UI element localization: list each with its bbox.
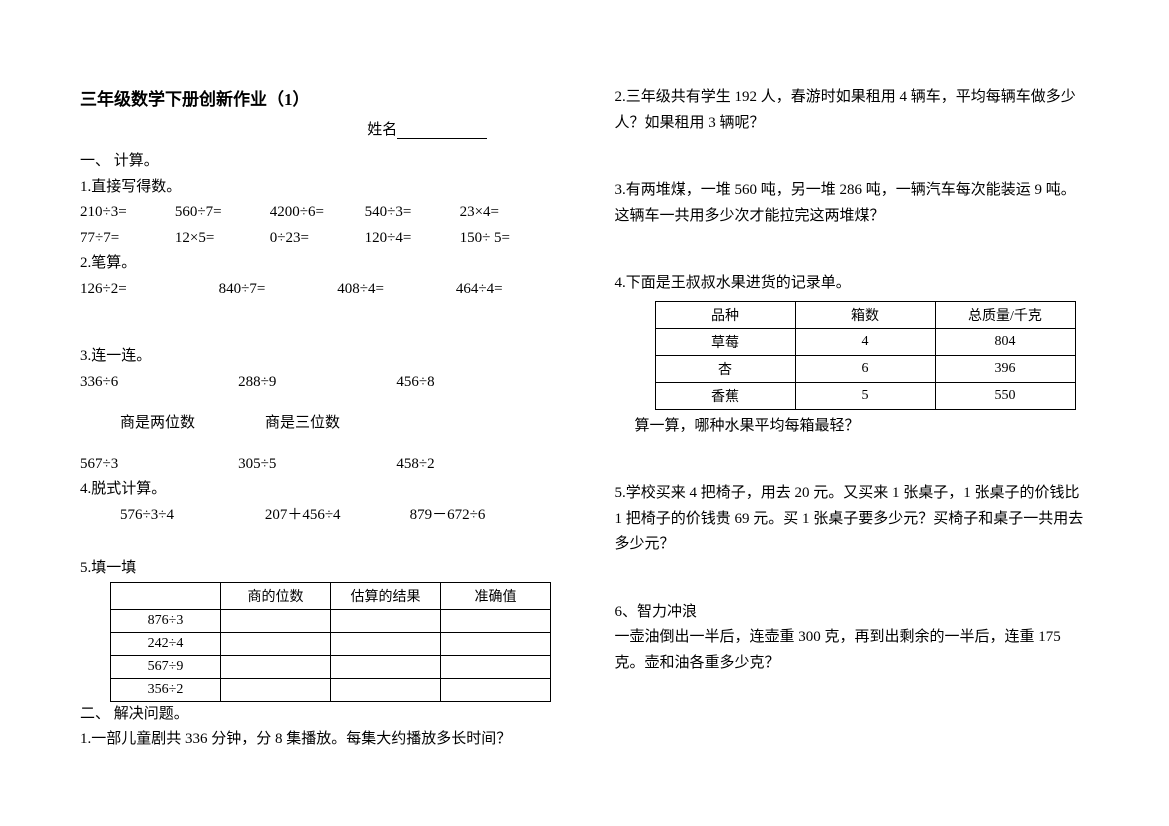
section1-5-title: 5.填一填 xyxy=(80,556,555,582)
name-label: 姓名 xyxy=(367,118,397,139)
question-5: 5.学校买来 4 把椅子，用去 20 元。又买来 1 张桌子，1 张桌子的价钱比… xyxy=(615,481,1090,558)
table-cell xyxy=(221,632,331,655)
table-cell: 5 xyxy=(795,382,935,409)
calc-item: 120÷4= xyxy=(365,226,460,252)
calc-item: 150÷ 5= xyxy=(460,226,555,252)
table-cell xyxy=(331,655,441,678)
table-row: 杏 6 396 xyxy=(655,355,1075,382)
worksheet-page: 三年级数学下册创新作业（1） 姓名 一、 计算。 1.直接写得数。 210÷3=… xyxy=(80,85,1089,753)
table-cell: 4 xyxy=(795,328,935,355)
section1-title: 一、 计算。 xyxy=(80,149,555,175)
table-cell: 草莓 xyxy=(655,328,795,355)
calc-item: 23×4= xyxy=(460,200,555,226)
worksheet-title: 三年级数学下册创新作业（1） xyxy=(80,85,555,110)
table-row: 356÷2 xyxy=(111,678,551,701)
connect-label: 商是三位数 xyxy=(265,409,340,438)
table-row: 242÷4 xyxy=(111,632,551,655)
calc-item: 456÷8 xyxy=(396,370,554,396)
left-column: 三年级数学下册创新作业（1） 姓名 一、 计算。 1.直接写得数。 210÷3=… xyxy=(80,85,555,753)
table-cell xyxy=(441,632,551,655)
calc-item: 560÷7= xyxy=(175,200,270,226)
question-6: 一壶油倒出一半后，连壶重 300 克，再到出剩余的一半后，连重 175 克。壶和… xyxy=(615,625,1090,676)
table-cell xyxy=(441,678,551,701)
question-4-sub: 算一算，哪种水果平均每箱最轻？ xyxy=(615,414,1090,440)
calc-item: 540÷3= xyxy=(365,200,460,226)
table-header: 总质量/千克 xyxy=(935,301,1075,328)
table-row: 商的位数 估算的结果 准确值 xyxy=(111,582,551,609)
right-column: 2.三年级共有学生 192 人，春游时如果租用 4 辆车，平均每辆车做多少人？如… xyxy=(615,85,1090,753)
table-cell: 567÷9 xyxy=(111,655,221,678)
table-cell xyxy=(331,609,441,632)
fill-table: 商的位数 估算的结果 准确值 876÷3 242÷4 567÷9 xyxy=(110,582,551,702)
name-field-row: 姓名 xyxy=(80,118,555,139)
table-cell: 396 xyxy=(935,355,1075,382)
table-row: 567÷9 xyxy=(111,655,551,678)
calc-item: 288÷9 xyxy=(238,370,396,396)
connect-row: 567÷3 305÷5 458÷2 xyxy=(80,452,555,478)
table-cell xyxy=(441,655,551,678)
table-cell: 6 xyxy=(795,355,935,382)
calc-item: 576÷3÷4 xyxy=(120,503,265,529)
question-4-title: 4.下面是王叔叔水果进货的记录单。 xyxy=(615,271,1090,297)
calc-item: 4200÷6= xyxy=(270,200,365,226)
calc-row: 576÷3÷4 207＋456÷4 879－672÷6 xyxy=(80,503,555,529)
table-cell xyxy=(221,609,331,632)
table-cell: 876÷3 xyxy=(111,609,221,632)
table-cell xyxy=(331,632,441,655)
section1-2-title: 2.笔算。 xyxy=(80,251,555,277)
table-header: 准确值 xyxy=(441,582,551,609)
section1-3-title: 3.连一连。 xyxy=(80,344,555,370)
calc-item: 305÷5 xyxy=(238,452,396,478)
table-cell xyxy=(331,678,441,701)
table-cell xyxy=(221,655,331,678)
fruit-table: 品种 箱数 总质量/千克 草莓 4 804 杏 6 396 香蕉 5 550 xyxy=(655,301,1076,410)
calc-row: 126÷2= 840÷7= 408÷4= 464÷4= xyxy=(80,277,555,303)
table-header: 商的位数 xyxy=(221,582,331,609)
section1-4-title: 4.脱式计算。 xyxy=(80,477,555,503)
calc-item: 336÷6 xyxy=(80,370,238,396)
table-cell: 804 xyxy=(935,328,1075,355)
table-cell: 242÷4 xyxy=(111,632,221,655)
table-cell: 杏 xyxy=(655,355,795,382)
question-3: 3.有两堆煤，一堆 560 吨，另一堆 286 吨，一辆汽车每次能装运 9 吨。… xyxy=(615,178,1090,229)
calc-item: 210÷3= xyxy=(80,200,175,226)
calc-item: 408÷4= xyxy=(317,277,436,303)
table-header xyxy=(111,582,221,609)
table-cell xyxy=(441,609,551,632)
section1-1-title: 1.直接写得数。 xyxy=(80,175,555,201)
table-header: 品种 xyxy=(655,301,795,328)
question-1: 1.一部儿童剧共 336 分钟，分 8 集播放。每集大约播放多长时间？ xyxy=(80,727,555,753)
connect-label: 商是两位数 xyxy=(120,409,195,438)
calc-item: 77÷7= xyxy=(80,226,175,252)
question-6-title: 6、智力冲浪 xyxy=(615,600,1090,626)
connect-labels: 商是两位数 商是三位数 xyxy=(80,409,555,438)
table-row: 香蕉 5 550 xyxy=(655,382,1075,409)
calc-row: 77÷7= 12×5= 0÷23= 120÷4= 150÷ 5= xyxy=(80,226,555,252)
connect-row: 336÷6 288÷9 456÷8 xyxy=(80,370,555,396)
calc-row: 210÷3= 560÷7= 4200÷6= 540÷3= 23×4= xyxy=(80,200,555,226)
calc-item: 207＋456÷4 xyxy=(265,503,410,529)
calc-item: 464÷4= xyxy=(436,277,555,303)
table-cell: 356÷2 xyxy=(111,678,221,701)
calc-item: 126÷2= xyxy=(80,277,199,303)
calc-item: 12×5= xyxy=(175,226,270,252)
calc-item: 0÷23= xyxy=(270,226,365,252)
table-row: 品种 箱数 总质量/千克 xyxy=(655,301,1075,328)
calc-item: 567÷3 xyxy=(80,452,238,478)
question-2: 2.三年级共有学生 192 人，春游时如果租用 4 辆车，平均每辆车做多少人？如… xyxy=(615,85,1090,136)
table-row: 876÷3 xyxy=(111,609,551,632)
calc-item: 840÷7= xyxy=(199,277,318,303)
table-cell: 香蕉 xyxy=(655,382,795,409)
calc-item: 458÷2 xyxy=(396,452,554,478)
name-underline xyxy=(397,138,487,139)
table-cell: 550 xyxy=(935,382,1075,409)
section2-title: 二、 解决问题。 xyxy=(80,702,555,728)
table-row: 草莓 4 804 xyxy=(655,328,1075,355)
table-cell xyxy=(221,678,331,701)
table-header: 估算的结果 xyxy=(331,582,441,609)
calc-item: 879－672÷6 xyxy=(410,503,555,529)
table-header: 箱数 xyxy=(795,301,935,328)
